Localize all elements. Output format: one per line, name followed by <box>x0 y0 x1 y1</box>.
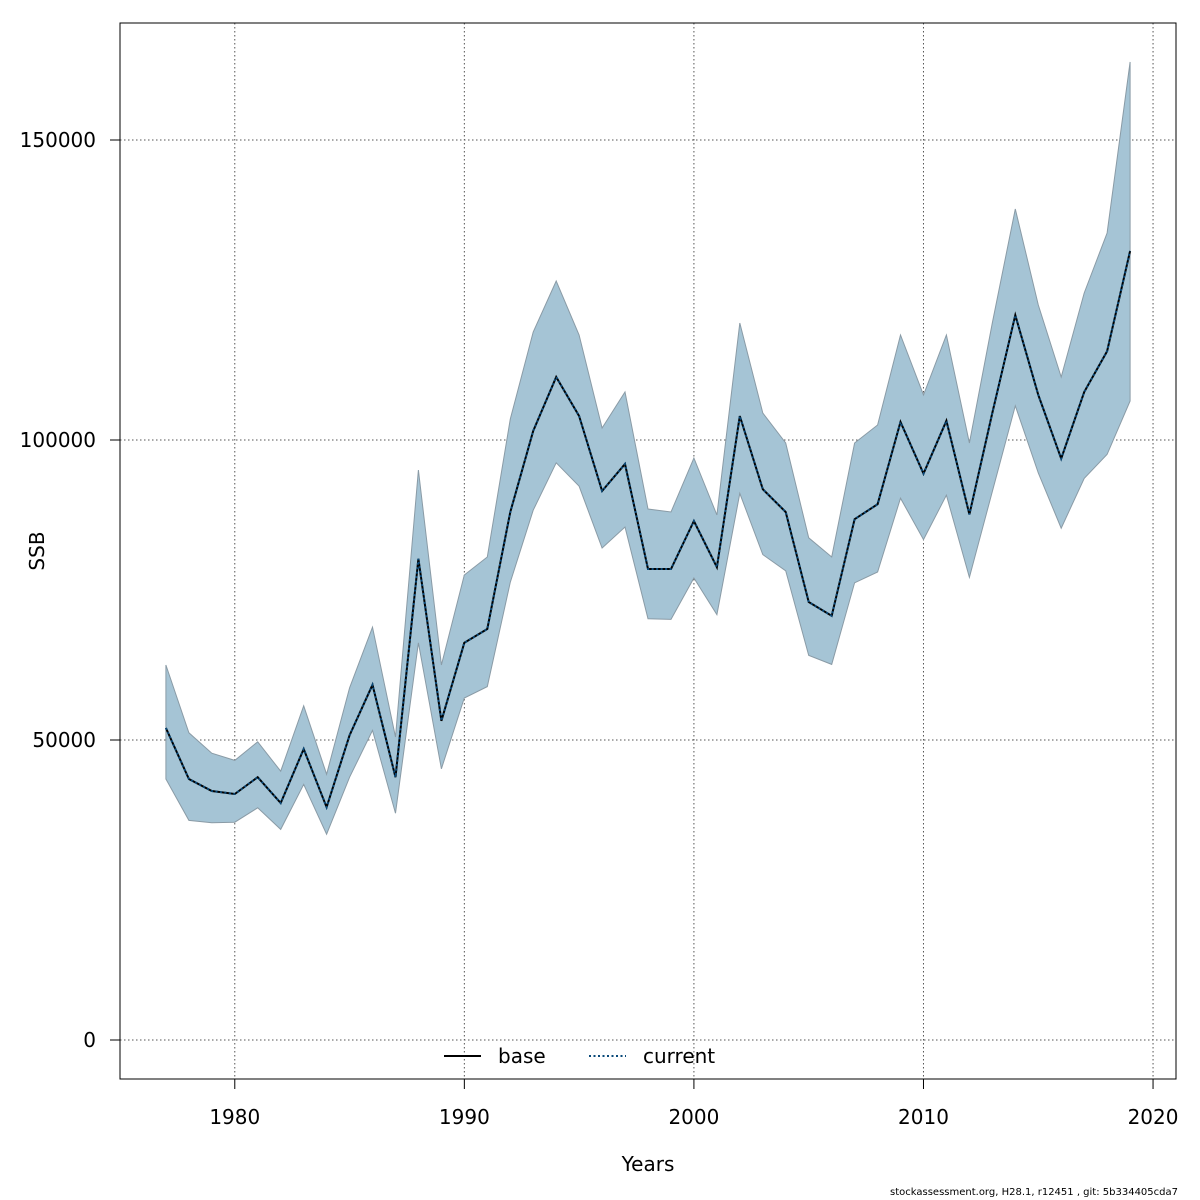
y-tick-label: 0 <box>83 1028 96 1052</box>
plot-border <box>119 22 1177 1080</box>
x-axis-title: Years <box>621 1152 675 1176</box>
x-tick-label: 2020 <box>1128 1105 1179 1129</box>
x-tick-label: 1990 <box>439 1105 490 1129</box>
series-lines <box>164 250 1132 811</box>
y-tick-label: 50000 <box>32 728 96 752</box>
x-tick-label: 1980 <box>209 1105 260 1129</box>
legend-label-base: base <box>498 1044 546 1068</box>
series-line-current <box>164 250 1132 811</box>
y-axis: 0 50000 100000 150000 <box>20 128 120 1052</box>
y-tick-label: 100000 <box>20 428 96 452</box>
confidence-band <box>165 61 1131 836</box>
footer-credit: stockassessment.org, H28.1, r12451 , git… <box>890 1187 1178 1198</box>
y-axis-title: SSB <box>25 531 49 570</box>
x-tick-label: 2010 <box>898 1105 949 1129</box>
legend-label-current: current <box>643 1044 715 1068</box>
legend: base current <box>444 1044 715 1068</box>
x-tick-label: 2000 <box>668 1105 719 1129</box>
y-tick-label: 150000 <box>20 128 96 152</box>
x-axis: 1980 1990 2000 2010 2020 <box>209 1079 1178 1129</box>
